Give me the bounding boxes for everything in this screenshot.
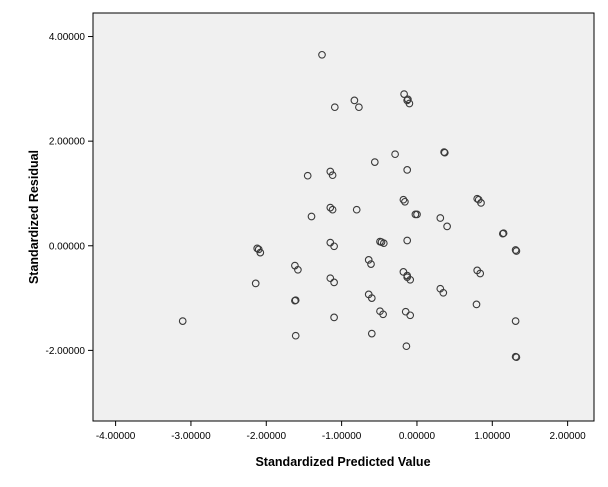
scatter-point [439,288,448,297]
data-points [178,50,521,362]
scatter-point [367,329,376,338]
x-axis-title: Standardized Predicted Value [255,455,430,469]
scatter-point [328,171,337,180]
y-tick-label: 4.00000 [49,32,86,43]
scatter-point [413,210,421,219]
x-tick-label: -4.00000 [96,431,136,442]
scatter-point [477,199,485,207]
plot-area [92,12,595,422]
scatter-point [364,256,373,264]
scatter-point [511,246,520,254]
y-tick-label: -2.00000 [46,346,86,357]
scatter-point [440,148,449,157]
scatter-point [473,194,482,203]
scatter-point [256,248,265,257]
scatter-point [443,222,451,231]
scatter-point [476,269,485,278]
y-axis-title: Standardized Residual [27,150,41,284]
scatter-point [326,203,335,212]
scatter-point [379,310,387,319]
scatter-point [406,311,415,320]
scatter-point [355,103,363,112]
scatter-point [303,171,312,180]
scatter-point [404,95,412,104]
scatter-point [330,103,339,112]
scatter-point [512,247,521,255]
scatter-point [512,353,521,362]
y-tick-label: 0.00000 [49,241,86,252]
scatter-point [326,274,335,283]
scatter-point [330,313,338,322]
scatter-point [352,205,361,214]
scatter-point [403,236,412,245]
x-tick-label: 0.00000 [399,431,436,442]
scatter-point [291,331,300,340]
scatter-point [330,242,338,251]
scatter-point [405,99,414,108]
scatter-point [472,300,481,309]
scatter-point [400,90,408,98]
y-axis: -2.00000 0.00000 2.00000 4.00000 [46,32,93,357]
scatter-point [291,296,299,305]
scatter-point [498,229,507,238]
scatter-point [379,239,388,248]
scatter-point [370,158,379,166]
y-tick-label: 2.00000 [49,137,86,148]
x-tick-label: -1.00000 [322,431,362,442]
scatter-point [402,342,411,351]
x-tick-label: -3.00000 [171,431,211,442]
scatter-point [436,214,445,222]
scatter-point [401,197,409,206]
scatter-point [328,205,337,214]
scatter-point [406,275,415,284]
scatter-point [318,50,326,59]
scatter-point [403,166,412,174]
scatter-point [178,317,187,325]
scatter-point [294,265,302,274]
scatter-point [511,317,520,325]
scatter-point [330,278,338,287]
scatter-point [391,150,399,159]
scatter-point [350,96,359,105]
scatter-point [251,279,260,288]
x-tick-label: -2.00000 [247,431,287,442]
scatter-point [399,195,408,204]
x-tick-label: 1.00000 [474,431,511,442]
x-tick-label: 2.00000 [550,431,587,442]
scatter-point [307,212,316,221]
scatter-point [367,260,375,268]
x-axis: -4.00000 -3.00000 -2.00000 -1.00000 0.00000 1… [96,421,586,442]
scatter-point [367,294,376,302]
